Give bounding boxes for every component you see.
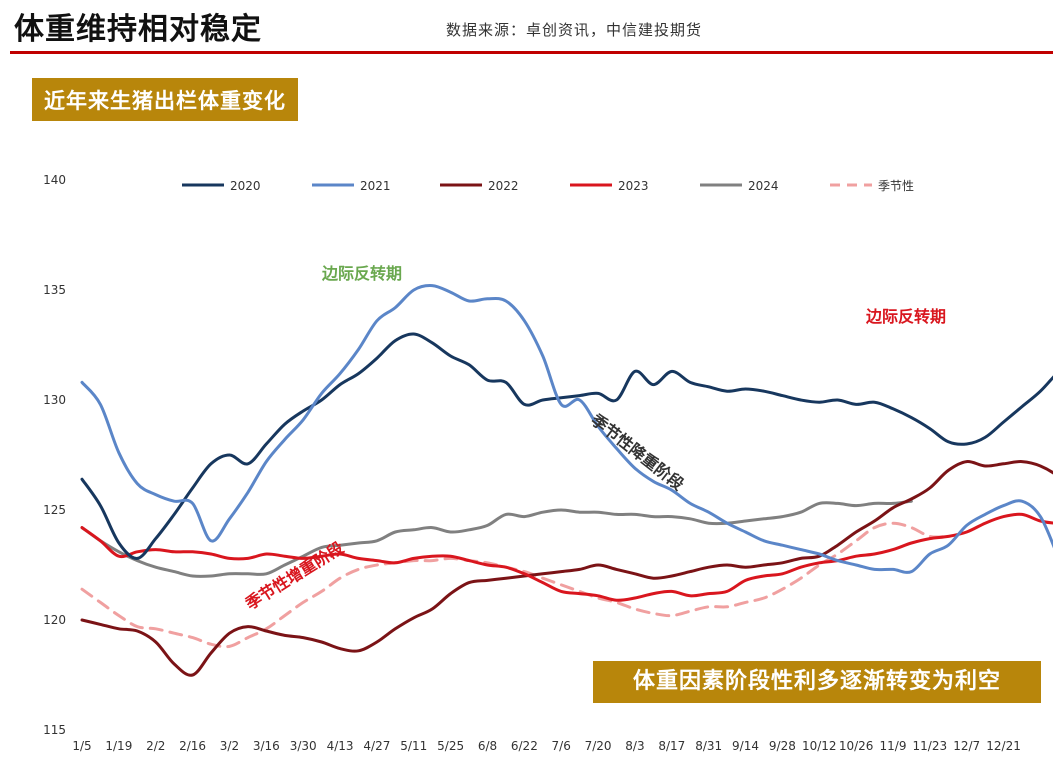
x-tick-label: 9/14 <box>732 739 759 753</box>
legend-label-2023: 2023 <box>618 179 649 193</box>
y-tick-label: 135 <box>43 283 66 297</box>
legend-label-2024: 2024 <box>748 179 779 193</box>
legend-label-2022: 2022 <box>488 179 519 193</box>
x-tick-label: 3/16 <box>253 739 280 753</box>
x-tick-label: 12/7 <box>953 739 980 753</box>
annotation-seasonal-weight-loss: 季节性降重阶段 <box>587 410 689 495</box>
x-axis: 1/5 1/19 2/2 2/16 3/2 3/16 3/30 4/13 4/27 5/11 5/2… <box>72 739 1021 753</box>
legend-label-2021: 2021 <box>360 179 391 193</box>
y-tick-label: 120 <box>43 613 66 627</box>
x-tick-label: 2/2 <box>146 739 165 753</box>
x-tick-label: 12/21 <box>986 739 1021 753</box>
y-axis: 115 120 125 130 135 140 <box>43 173 66 737</box>
y-tick-label: 125 <box>43 503 66 517</box>
x-tick-label: 9/28 <box>769 739 796 753</box>
x-tick-label: 5/25 <box>437 739 464 753</box>
y-tick-label: 115 <box>43 723 66 737</box>
x-tick-label: 6/8 <box>478 739 497 753</box>
x-tick-label: 6/22 <box>511 739 538 753</box>
x-tick-label: 4/13 <box>327 739 354 753</box>
legend-label-2020: 2020 <box>230 179 261 193</box>
x-tick-label: 3/2 <box>220 739 239 753</box>
x-tick-label: 5/11 <box>400 739 427 753</box>
series-line-2020 <box>80 332 1053 560</box>
series-layer <box>80 284 1053 677</box>
y-tick-label: 140 <box>43 173 66 187</box>
data-source-note: 数据来源：卓创资讯，中信建投期货 <box>446 21 703 39</box>
y-tick-label: 130 <box>43 393 66 407</box>
x-tick-label: 1/19 <box>105 739 132 753</box>
x-tick-label: 11/23 <box>913 739 948 753</box>
conclusion-banner: 体重因素阶段性利多逐渐转变为利空 <box>593 661 1041 703</box>
page-title: 体重维持相对稳定 <box>14 12 262 47</box>
x-tick-label: 2/16 <box>179 739 206 753</box>
series-line-2024 <box>80 499 913 578</box>
header-divider <box>10 51 1053 54</box>
x-tick-label: 8/31 <box>695 739 722 753</box>
x-tick-label: 10/26 <box>839 739 874 753</box>
legend: 2020 2021 2022 2023 2024 季节性 <box>182 179 914 193</box>
series-line-2023 <box>80 512 1053 602</box>
x-tick-label: 8/17 <box>658 739 685 753</box>
series-line-2022 <box>80 460 1053 677</box>
x-tick-label: 1/5 <box>72 739 91 753</box>
annotation-marginal-reversal-left: 边际反转期 <box>321 264 402 283</box>
x-tick-label: 7/20 <box>585 739 612 753</box>
x-tick-label: 3/30 <box>290 739 317 753</box>
x-tick-label: 4/27 <box>363 739 390 753</box>
x-tick-label: 10/12 <box>802 739 837 753</box>
x-tick-label: 11/9 <box>880 739 907 753</box>
series-line-2021 <box>80 284 1053 574</box>
x-tick-label: 8/3 <box>625 739 644 753</box>
legend-label-季节性: 季节性 <box>878 179 914 193</box>
chart-title-banner: 近年来生猪出栏体重变化 <box>32 78 298 121</box>
annotation-marginal-reversal-right: 边际反转期 <box>865 307 946 326</box>
x-tick-label: 7/6 <box>552 739 571 753</box>
